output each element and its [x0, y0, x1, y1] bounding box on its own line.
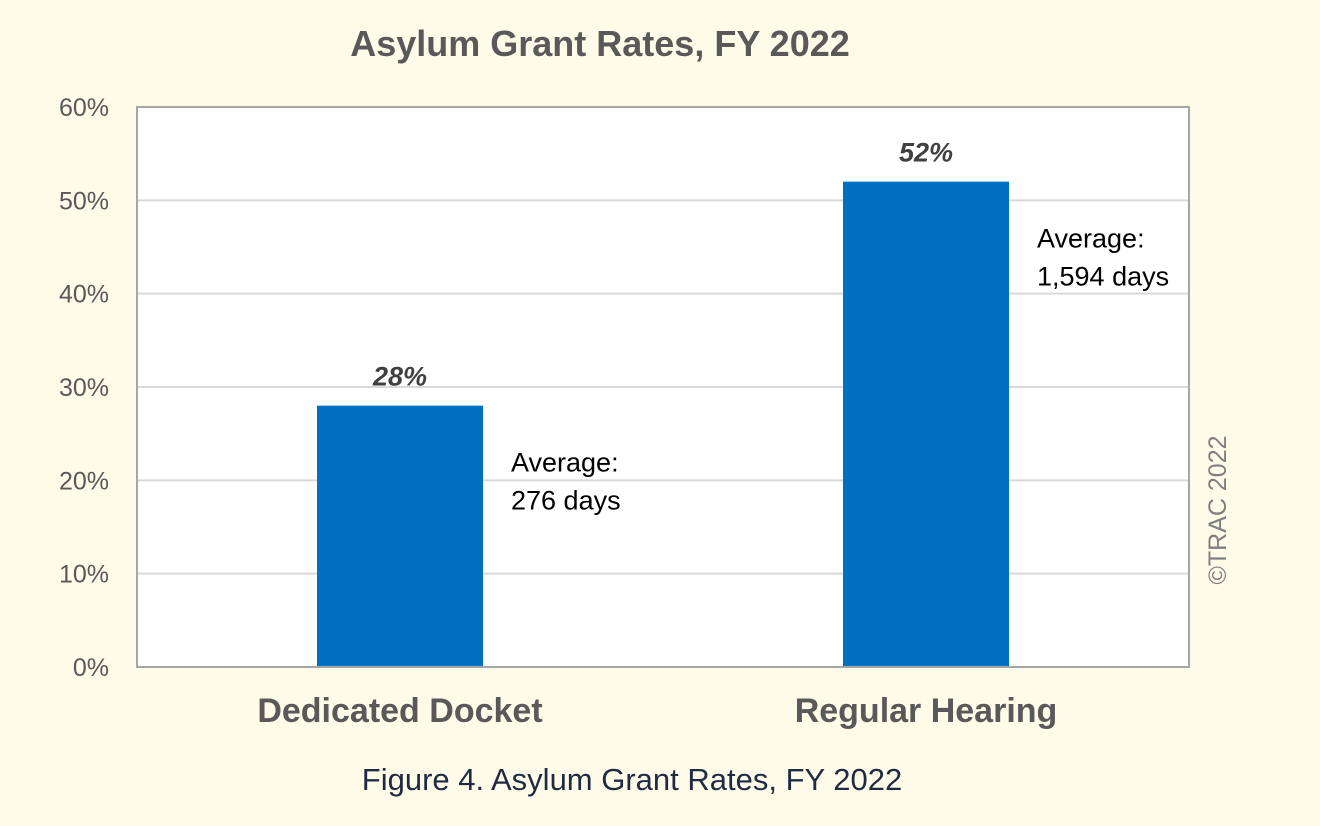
bar-annotation: Average: 1,594 days — [1037, 224, 1169, 292]
y-tick-label: 0% — [73, 654, 109, 682]
y-tick-label: 30% — [59, 374, 109, 402]
y-tick-label: 40% — [59, 281, 109, 309]
value-labels: 28% 52% — [372, 138, 953, 392]
x-category-label: Regular Hearing — [795, 692, 1058, 730]
bar-annotations: Average: 276 days Average: 1,594 days — [511, 224, 1169, 516]
y-tick-label: 20% — [59, 467, 109, 495]
y-axis-tick-labels: 0% 10% 20% 30% 40% 50% 60% — [59, 94, 109, 682]
bar — [843, 181, 1009, 667]
chart-title: Asylum Grant Rates, FY 2022 — [350, 23, 850, 64]
figure-caption: Figure 4. Asylum Grant Rates, FY 2022 — [362, 762, 902, 797]
copyright-credit: ©TRAC 2022 — [1204, 435, 1232, 584]
y-tick-label: 10% — [59, 561, 109, 589]
bar-value-label: 28% — [372, 362, 427, 392]
y-tick-label: 60% — [59, 94, 109, 122]
bars — [317, 181, 1009, 667]
x-axis-category-labels: Dedicated Docket Regular Hearing — [257, 692, 1057, 730]
plot-frame — [136, 106, 1190, 668]
x-category-label: Dedicated Docket — [257, 692, 542, 730]
y-tick-label: 50% — [59, 187, 109, 215]
bar — [317, 405, 483, 667]
bar-value-label: 52% — [899, 138, 953, 168]
gridlines — [137, 199, 1189, 575]
bar-annotation: Average: 276 days — [511, 448, 621, 516]
